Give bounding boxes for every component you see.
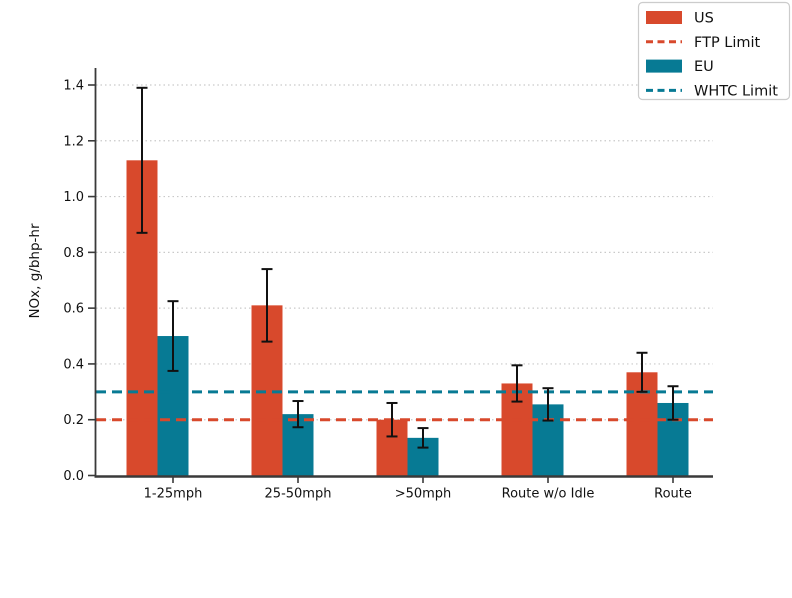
x-tick-label: Route: [654, 487, 692, 502]
legend-label: FTP Limit: [694, 35, 761, 51]
y-tick-label: 0.4: [63, 357, 84, 372]
x-tick-label: Route w/o Idle: [502, 487, 595, 502]
legend-item-eu: EU: [646, 59, 714, 75]
legend-item-ftp-limit: FTP Limit: [646, 35, 761, 51]
y-tick-label: 1.0: [63, 190, 84, 205]
legend-swatch-patch: [646, 59, 682, 73]
legend-box: [637, 1, 791, 101]
error-bar-eu-1: [292, 400, 304, 429]
error-bar-us-2: [386, 401, 398, 438]
legend-item-whtc-limit: WHTC Limit: [646, 83, 778, 99]
legend: US FTP Limit EU WHTC Limit: [637, 1, 791, 101]
y-tick-label: 0.6: [63, 302, 84, 317]
error-bar-eu-2: [417, 427, 429, 449]
error-bar-us-1: [261, 268, 273, 343]
y-tick-label: 0.2: [63, 413, 84, 428]
legend-swatch-patch: [646, 11, 682, 24]
y-tick-label: 0.8: [63, 246, 84, 261]
axes-layer: 0.0 0.2 0.4 0.6 0.8 1.0 1.2 1.4 1-25mph 25-50mph >…: [63, 68, 713, 502]
bar-layer: [126, 160, 689, 476]
legend-label: US: [694, 11, 714, 27]
error-bar-us-4: [636, 351, 648, 393]
x-tick-label: >50mph: [395, 487, 452, 502]
error-bar-eu-3: [542, 387, 554, 422]
error-bar-eu-4: [667, 385, 679, 421]
error-bars-layer: [136, 86, 679, 449]
error-bar-us-0: [136, 86, 148, 234]
limit-lines-layer: [96, 390, 713, 422]
y-tick-label: 0.0: [63, 469, 84, 484]
y-tick-label: 1.2: [63, 134, 84, 149]
error-bar-us-3: [511, 364, 523, 403]
x-tick-label: 25-50mph: [265, 487, 332, 502]
y-tick-label: 1.4: [63, 79, 84, 94]
error-bar-eu-0: [167, 300, 179, 372]
grid-layer: [96, 84, 713, 421]
legend-label: EU: [694, 59, 714, 75]
y-axis-label: NOx, g/bhp-hr: [27, 223, 43, 319]
legend-label: WHTC Limit: [694, 83, 778, 99]
legend-item-us: US: [646, 11, 714, 27]
x-tick-label: 1-25mph: [144, 487, 203, 502]
